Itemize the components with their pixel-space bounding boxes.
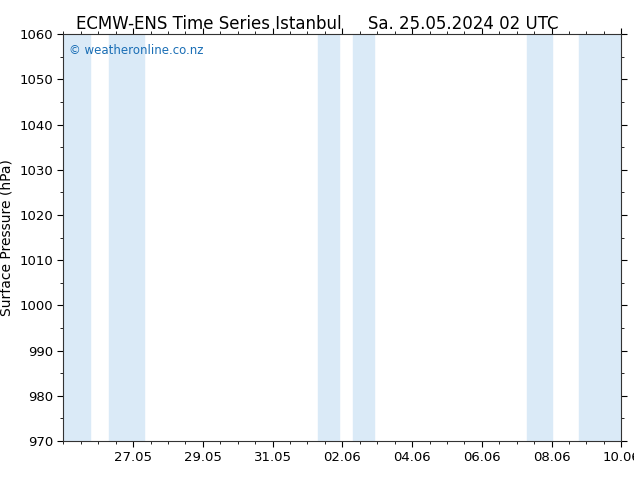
Bar xyxy=(63,34,89,441)
Bar xyxy=(579,34,621,441)
Text: © weatheronline.co.nz: © weatheronline.co.nz xyxy=(69,45,204,57)
Y-axis label: Surface Pressure (hPa): Surface Pressure (hPa) xyxy=(0,159,14,316)
Text: ECMW-ENS Time Series Istanbul     Sa. 25.05.2024 02 UTC: ECMW-ENS Time Series Istanbul Sa. 25.05.… xyxy=(75,15,559,33)
Bar xyxy=(353,34,374,441)
Bar xyxy=(318,34,339,441)
Bar xyxy=(109,34,143,441)
Bar xyxy=(527,34,552,441)
